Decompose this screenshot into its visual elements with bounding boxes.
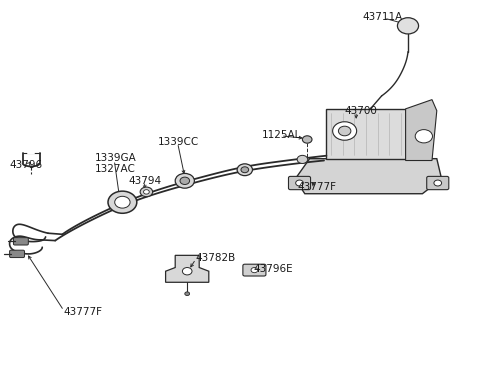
Text: 43782B: 43782B bbox=[196, 253, 236, 263]
FancyBboxPatch shape bbox=[243, 264, 266, 276]
Circle shape bbox=[434, 180, 442, 186]
FancyBboxPatch shape bbox=[326, 109, 406, 159]
Circle shape bbox=[115, 196, 130, 208]
Text: 1339GA: 1339GA bbox=[95, 153, 137, 163]
Text: 43711A: 43711A bbox=[362, 12, 403, 23]
Polygon shape bbox=[295, 159, 442, 194]
FancyBboxPatch shape bbox=[288, 176, 311, 190]
Text: 43794: 43794 bbox=[129, 176, 162, 186]
Text: 43796E: 43796E bbox=[253, 263, 293, 274]
Circle shape bbox=[237, 164, 252, 176]
Circle shape bbox=[251, 268, 258, 273]
Circle shape bbox=[108, 191, 137, 213]
Circle shape bbox=[175, 173, 194, 188]
Text: 1327AC: 1327AC bbox=[95, 164, 136, 174]
FancyBboxPatch shape bbox=[13, 238, 28, 245]
FancyBboxPatch shape bbox=[10, 250, 24, 258]
Text: 43777F: 43777F bbox=[64, 307, 103, 317]
Circle shape bbox=[185, 292, 190, 296]
Polygon shape bbox=[406, 100, 437, 161]
Circle shape bbox=[182, 268, 192, 275]
Circle shape bbox=[333, 122, 357, 140]
Polygon shape bbox=[166, 255, 209, 282]
Circle shape bbox=[415, 130, 432, 143]
Circle shape bbox=[302, 136, 312, 143]
Circle shape bbox=[296, 180, 303, 186]
Text: 1339CC: 1339CC bbox=[157, 137, 199, 147]
Circle shape bbox=[144, 190, 149, 194]
Circle shape bbox=[241, 167, 249, 173]
Circle shape bbox=[180, 177, 190, 184]
Text: 1125AL: 1125AL bbox=[262, 130, 301, 140]
Circle shape bbox=[397, 18, 419, 34]
Text: 43777F: 43777F bbox=[298, 182, 336, 193]
Text: 43700: 43700 bbox=[345, 106, 377, 116]
Circle shape bbox=[297, 155, 308, 163]
FancyBboxPatch shape bbox=[427, 176, 449, 190]
Circle shape bbox=[338, 126, 351, 136]
Circle shape bbox=[140, 187, 153, 197]
Text: 43796: 43796 bbox=[10, 160, 43, 170]
